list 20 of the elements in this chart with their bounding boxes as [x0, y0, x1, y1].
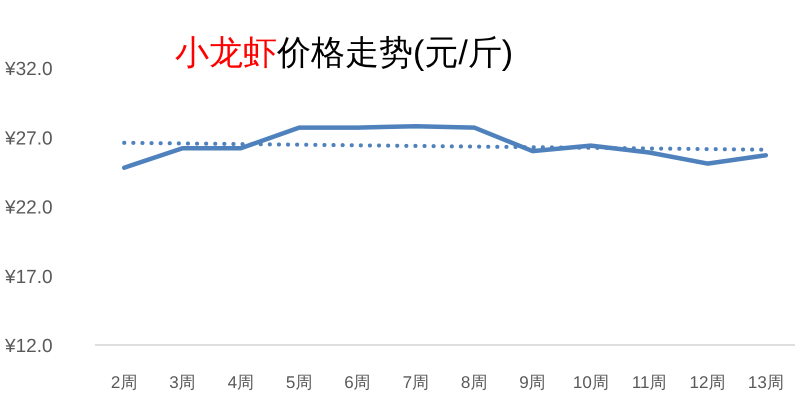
x-tick-label: 12周	[690, 373, 726, 392]
line-series	[122, 124, 768, 170]
chart-title: 小龙虾	[175, 34, 277, 72]
x-tick-label: 2周	[110, 373, 138, 392]
x-tick-label: 6周	[344, 373, 371, 392]
y-tick-label: ¥22.0	[4, 198, 53, 218]
x-tick-label: 11周	[632, 373, 666, 392]
x-tick-label: 4周	[228, 373, 254, 392]
x-tick-label: 7周	[402, 373, 430, 392]
y-tick-label: ¥27.0	[4, 128, 53, 150]
y-tick-label: ¥17.0	[4, 266, 53, 288]
x-tick-label: 8周	[460, 373, 488, 392]
x-tick-label: 9周	[519, 373, 546, 392]
x-tick-label: 5周	[286, 373, 312, 392]
y-tick-label: ¥32.0	[4, 59, 53, 80]
y-tick-label: ¥12.0	[4, 336, 53, 357]
chart-subtitle: 价格走势(元/斤)	[276, 34, 514, 72]
x-tick-label: 3周	[169, 373, 196, 392]
x-tick-label: 10周	[572, 373, 609, 392]
x-tick-label: 13周	[748, 373, 784, 392]
